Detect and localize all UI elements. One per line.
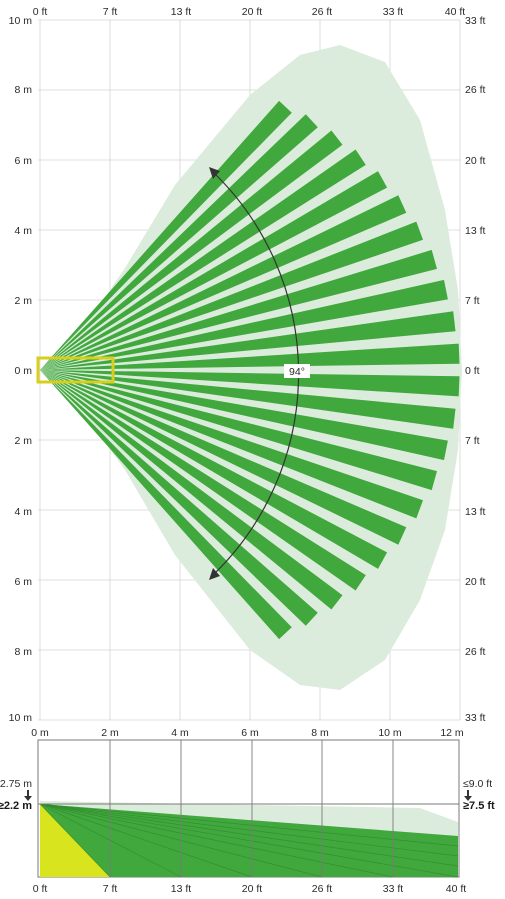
height-arrow-right-icon bbox=[464, 790, 472, 801]
left-tick: 6 m bbox=[14, 155, 32, 167]
bottom-m-tick: 4 m bbox=[171, 727, 189, 739]
detection-angle-arc: 94° bbox=[209, 167, 310, 580]
left-tick: 6 m bbox=[14, 576, 32, 588]
right-tick: 33 ft bbox=[465, 712, 486, 724]
right-tick: 7 ft bbox=[465, 435, 480, 447]
detection-zones bbox=[40, 100, 460, 640]
side-view: 2.75 m ≥2.2 m ≤9.0 ft ≥7.5 ft 0 ft 7 ft … bbox=[0, 739, 495, 895]
detector-position bbox=[36, 356, 115, 384]
right-tick: 13 ft bbox=[465, 506, 486, 518]
right-tick: 20 ft bbox=[465, 155, 486, 167]
side-ft-tick: 33 ft bbox=[383, 883, 404, 895]
bottom-m-tick: 6 m bbox=[241, 727, 259, 739]
detection-zone-beam bbox=[40, 370, 318, 626]
height-annotations: 2.75 m ≥2.2 m ≤9.0 ft ≥7.5 ft bbox=[0, 778, 495, 812]
detection-zone-beam bbox=[40, 279, 448, 370]
right-tick: 0 ft bbox=[465, 365, 480, 377]
coverage-area bbox=[40, 45, 462, 690]
detection-zone-beam bbox=[40, 221, 423, 370]
side-beam-line bbox=[39, 803, 182, 878]
right-axis-labels: 33 ft 26 ft 20 ft 13 ft 7 ft 0 ft 7 ft 1… bbox=[465, 15, 486, 724]
bottom-m-tick: 2 m bbox=[101, 727, 119, 739]
detection-zone-beam bbox=[40, 370, 407, 545]
side-grid bbox=[109, 740, 394, 877]
arrowhead-up-icon bbox=[209, 167, 220, 179]
side-ft-tick: 26 ft bbox=[312, 883, 333, 895]
side-ft-tick: 13 ft bbox=[171, 883, 192, 895]
top-x-tick: 40 ft bbox=[445, 6, 466, 18]
left-tick: 10 m bbox=[9, 15, 33, 27]
detection-zone-beam bbox=[40, 343, 460, 370]
detection-zone-beam bbox=[40, 370, 366, 591]
right-tick: 20 ft bbox=[465, 576, 486, 588]
left-tick: 2 m bbox=[14, 295, 32, 307]
detection-zone-beam bbox=[40, 370, 423, 519]
side-beam-line bbox=[39, 803, 253, 878]
bottom-m-tick: 10 m bbox=[378, 727, 402, 739]
top-x-tick: 0 ft bbox=[33, 6, 48, 18]
detection-zone-beam bbox=[40, 370, 448, 461]
min-height-right: ≥7.5 ft bbox=[463, 800, 495, 812]
top-x-axis-labels: 0 ft 7 ft 13 ft 20 ft 26 ft 33 ft 40 ft bbox=[33, 6, 466, 18]
max-height-left: 2.75 m bbox=[0, 778, 32, 790]
detection-zone-beam bbox=[40, 370, 456, 429]
side-bottom-axis-labels: 0 ft 7 ft 13 ft 20 ft 26 ft 33 ft 40 ft bbox=[33, 883, 467, 895]
detection-zone-beam bbox=[40, 311, 456, 370]
detection-zone-beam bbox=[40, 130, 343, 370]
bottom-m-tick: 0 m bbox=[31, 727, 49, 739]
min-height-left: ≥2.2 m bbox=[0, 800, 32, 812]
bottom-m-tick: 12 m bbox=[440, 727, 464, 739]
left-tick: 4 m bbox=[14, 225, 32, 237]
left-axis-labels: 10 m 8 m 6 m 4 m 2 m 0 m 2 m 4 m 6 m 8 m… bbox=[9, 15, 33, 724]
detection-zone-beam bbox=[40, 370, 437, 491]
top-x-tick: 13 ft bbox=[171, 6, 192, 18]
angle-label-bg bbox=[284, 364, 310, 378]
side-ft-tick: 7 ft bbox=[103, 883, 118, 895]
right-tick: 7 ft bbox=[465, 295, 480, 307]
detection-zone-beam bbox=[40, 100, 292, 371]
arrowhead-down-icon bbox=[209, 568, 220, 580]
detection-zone-beam bbox=[40, 114, 318, 370]
right-tick: 26 ft bbox=[465, 84, 486, 96]
top-x-tick: 7 ft bbox=[103, 6, 118, 18]
top-view: 94° 0 ft 7 ft 13 ft 20 ft 26 ft 33 ft 40… bbox=[9, 6, 486, 739]
detection-zone-beam bbox=[40, 370, 460, 397]
left-tick: 8 m bbox=[14, 84, 32, 96]
detection-zone-beam bbox=[40, 370, 388, 569]
detection-zone-beam bbox=[40, 149, 366, 370]
left-tick: 4 m bbox=[14, 506, 32, 518]
detection-zone-beam bbox=[40, 195, 407, 370]
side-beam-line bbox=[39, 803, 394, 878]
bottom-m-tick: 8 m bbox=[311, 727, 329, 739]
height-arrow-left-icon bbox=[24, 790, 32, 801]
detection-zone-beam bbox=[40, 370, 292, 640]
left-tick: 0 m bbox=[14, 365, 32, 377]
right-tick: 26 ft bbox=[465, 646, 486, 658]
left-tick: 10 m bbox=[9, 712, 33, 724]
side-ft-tick: 0 ft bbox=[33, 883, 48, 895]
detection-zone-beam bbox=[40, 370, 343, 610]
side-ft-tick: 20 ft bbox=[242, 883, 263, 895]
top-x-tick: 33 ft bbox=[383, 6, 404, 18]
left-tick: 2 m bbox=[14, 435, 32, 447]
right-tick: 33 ft bbox=[465, 15, 486, 27]
right-tick: 13 ft bbox=[465, 225, 486, 237]
top-x-tick: 26 ft bbox=[312, 6, 333, 18]
angle-label: 94° bbox=[289, 366, 305, 378]
detection-zone-beam bbox=[40, 249, 437, 370]
max-height-right: ≤9.0 ft bbox=[463, 778, 492, 790]
left-tick: 8 m bbox=[14, 646, 32, 658]
top-bottom-axis-labels: 0 m 2 m 4 m 6 m 8 m 10 m 12 m bbox=[31, 727, 464, 739]
side-ft-tick: 40 ft bbox=[446, 883, 467, 895]
detection-zone-beam bbox=[40, 171, 388, 370]
top-x-tick: 20 ft bbox=[242, 6, 263, 18]
side-beam-line bbox=[39, 803, 111, 878]
